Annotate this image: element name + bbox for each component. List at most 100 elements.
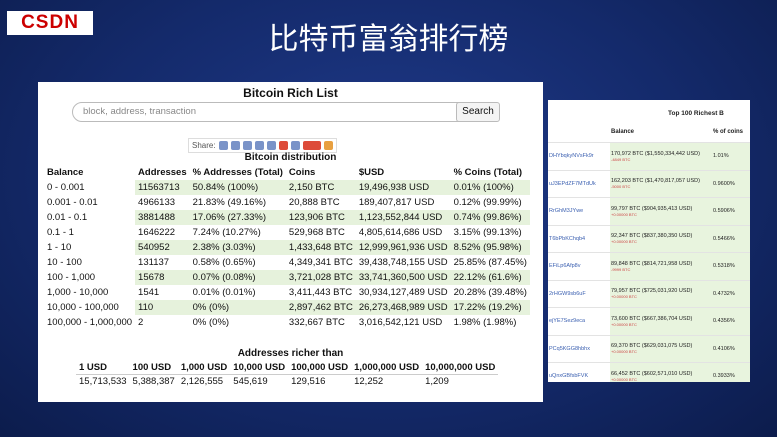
address-cell: T6bPbKChqb4 bbox=[548, 224, 610, 253]
logo: CSDN bbox=[7, 11, 93, 35]
share-icon[interactable] bbox=[302, 141, 321, 150]
table-row: ejYE7Sez9eca 73,600 BTC ($667,386,704 USD… bbox=[548, 307, 750, 335]
balance-cell: 170,972 BTC ($1,550,334,442 USD) -4849 BT… bbox=[610, 142, 712, 170]
table-cell: 100,000 - 1,000,000 bbox=[47, 317, 133, 328]
table-cell: 0 - 0.001 bbox=[47, 182, 85, 193]
table-cell: 529,968 BTC bbox=[288, 227, 345, 238]
share-icon[interactable] bbox=[278, 141, 288, 150]
table-cell: 0.12% (99.99%) bbox=[453, 197, 522, 208]
share-icon[interactable] bbox=[242, 141, 252, 150]
search-input[interactable]: block, address, transaction bbox=[72, 102, 498, 122]
panel-heading: Bitcoin Rich List bbox=[243, 86, 338, 100]
table-cell: 17.22% (19.2%) bbox=[450, 300, 530, 315]
header-cell: Balance bbox=[47, 167, 84, 178]
share-icon[interactable] bbox=[218, 141, 228, 150]
table-row: 0 - 0.001 11563713 50.84% (100%) 2,150 BTC 1… bbox=[44, 180, 530, 195]
rich-list-panel: Bitcoin Rich List block, address, transa… bbox=[38, 82, 543, 402]
side-title: Top 100 Richest B bbox=[668, 110, 724, 117]
table-cell: 15,713,533 bbox=[79, 376, 127, 387]
table-row: 0.01 - 0.1 3881488 17.06% (27.33%) 123,906 … bbox=[44, 210, 530, 225]
table-cell: 0.07% (0.08%) bbox=[189, 270, 286, 285]
balance-change: -4849 BTC bbox=[611, 156, 631, 162]
search-button[interactable]: Search bbox=[456, 102, 500, 122]
table-cell: 1646222 bbox=[138, 227, 176, 238]
share-icon[interactable] bbox=[266, 141, 276, 150]
table-cell: 0% (0%) bbox=[189, 300, 286, 315]
table-cell: 131137 bbox=[138, 257, 170, 268]
share-icon[interactable] bbox=[290, 141, 300, 150]
header-cell: % Addresses (Total) bbox=[192, 167, 283, 178]
table-row: 10,000 - 100,000 110 0% (0%) 2,897,462 BTC 2… bbox=[44, 300, 530, 315]
table-cell: 3881488 bbox=[135, 210, 190, 225]
table-cell: 100 - 1,000 bbox=[47, 272, 96, 283]
table-cell: 1,123,552,844 USD bbox=[355, 210, 451, 225]
percent-cell: 0.5906% bbox=[712, 197, 750, 225]
table-cell: 0.74% (99.86%) bbox=[450, 210, 530, 225]
share-bar: Share: bbox=[188, 138, 337, 153]
address-cell: ejYE7Sez9eca bbox=[548, 307, 610, 335]
header-cell: Addresses bbox=[138, 167, 187, 178]
balance-change: +0.00000 BTC bbox=[611, 211, 637, 217]
share-icon[interactable] bbox=[323, 141, 333, 150]
share-icon[interactable] bbox=[254, 141, 264, 150]
header-cell: Balance bbox=[611, 129, 635, 135]
header-cell: Coins bbox=[288, 167, 316, 178]
table-cell: 2,126,555 bbox=[180, 376, 224, 387]
distribution-table: Balance Addresses % Addresses (Total) Coins… bbox=[44, 165, 530, 330]
balance-change: +0.00000 BTC bbox=[611, 349, 637, 355]
table-cell: 2,150 BTC bbox=[285, 180, 356, 195]
balance-change: +0.00000 BTC bbox=[611, 294, 637, 300]
table-cell: 20,888 BTC bbox=[288, 197, 340, 208]
table-cell: 15678 bbox=[135, 270, 190, 285]
header-cell: 10,000 USD bbox=[230, 361, 289, 375]
balance-change: -5000 BTC bbox=[611, 184, 631, 190]
address-cell: DHYbqkyNVsFk9r bbox=[548, 142, 610, 170]
percent-cell: 0.9600% bbox=[712, 169, 750, 198]
balance-cell: 79,957 BTC ($725,031,920 USD) +0.00000 BT… bbox=[610, 279, 712, 308]
table-cell: 33,741,360,500 USD bbox=[355, 270, 451, 285]
share-label: Share: bbox=[192, 141, 216, 150]
percent-cell: 0.4356% bbox=[712, 307, 750, 335]
table-row: 1,000 - 10,000 1541 0.01% (0.01%) 3,411,443… bbox=[44, 285, 530, 300]
balance-cell: 89,848 BTC ($814,721,958 USD) -9999 BTC bbox=[610, 252, 712, 280]
percent-cell: 0.5318% bbox=[712, 252, 750, 280]
header-cell: 1,000 USD bbox=[177, 361, 231, 375]
table-row: 100,000 - 1,000,000 2 0% (0%) 332,667 BTC 3,… bbox=[44, 315, 530, 330]
table-cell: 545,619 bbox=[233, 376, 268, 387]
table-cell: 19,496,938 USD bbox=[355, 180, 451, 195]
header-cell: % Coins (Total) bbox=[453, 167, 522, 178]
balance-cell: 162,203 BTC ($1,470,817,057 USD) -5000 BT… bbox=[610, 169, 712, 198]
address-cell: EFiLp6Afp8v bbox=[548, 252, 610, 280]
header-cell: 10,000,000 USD bbox=[422, 361, 499, 375]
table-row: RrGhM3JYwe 99,797 BTC ($904,935,413 USD) +… bbox=[548, 197, 750, 225]
table-row: 10 - 100 131137 0.58% (0.65%) 4,349,341 BTC… bbox=[44, 255, 530, 270]
table-cell: 17.06% (27.33%) bbox=[189, 210, 286, 225]
address-cell: PCq5KGG8hbhx bbox=[548, 334, 610, 363]
table-cell: 1.98% (1.98%) bbox=[453, 317, 517, 328]
table-row: DHYbqkyNVsFk9r 170,972 BTC ($1,550,334,44… bbox=[548, 142, 750, 170]
table-row: EFiLp6Afp8v 89,848 BTC ($814,721,958 USD)… bbox=[548, 252, 750, 280]
table-cell: 4,349,341 BTC bbox=[288, 257, 353, 268]
address-cell: 2rHGW9sb6uF bbox=[548, 279, 610, 308]
header-cell bbox=[548, 122, 610, 143]
table-cell: 1,209 bbox=[425, 376, 449, 387]
top-richest-table: Balance % of coins DHYbqkyNVsFk9r 170,972 B… bbox=[548, 122, 750, 382]
table-row: 0.001 - 0.01 4966133 21.83% (49.16%) 20,888… bbox=[44, 195, 530, 210]
header-cell: 1 USD bbox=[76, 361, 130, 375]
table-cell: 110 bbox=[135, 300, 190, 315]
table-cell: 1541 bbox=[138, 287, 160, 298]
table-cell: 2,897,462 BTC bbox=[285, 300, 356, 315]
table-cell: 21.83% (49.16%) bbox=[192, 197, 267, 208]
richer-title: Addresses richer than bbox=[237, 348, 344, 359]
share-icon[interactable] bbox=[230, 141, 240, 150]
top-richest-panel: Top 100 Richest B Balance % of coins DHYbq… bbox=[548, 100, 750, 382]
table-cell: 3,411,443 BTC bbox=[288, 287, 353, 298]
balance-cell: 69,370 BTC ($629,031,075 USD) +0.00000 BT… bbox=[610, 334, 712, 363]
table-cell: 0.01% (100%) bbox=[450, 180, 530, 195]
header-cell: $USD bbox=[358, 167, 385, 178]
table-row: 2rHGW9sb6uF 79,957 BTC ($725,031,920 USD)… bbox=[548, 279, 750, 308]
percent-cell: 0.3933% bbox=[712, 362, 750, 382]
percent-cell: 0.4732% bbox=[712, 279, 750, 308]
table-cell: 10 - 100 bbox=[47, 257, 82, 268]
